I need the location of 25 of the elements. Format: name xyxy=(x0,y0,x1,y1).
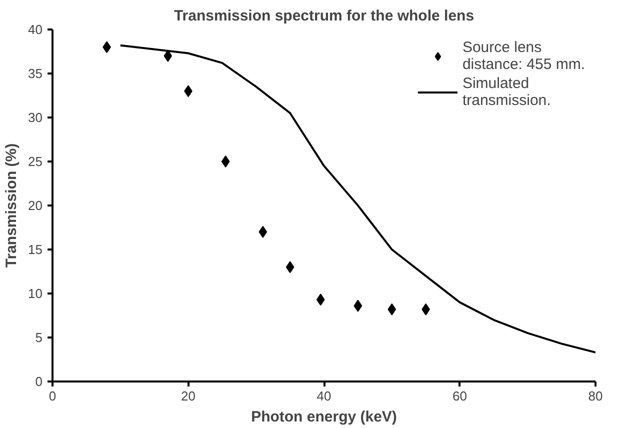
x-tick-label: 60 xyxy=(452,388,467,404)
point xyxy=(316,294,325,306)
y-tick-label: 40 xyxy=(28,22,43,37)
point xyxy=(388,303,396,316)
legend-label: Source lens distance: 455 mm. xyxy=(462,39,585,73)
y-tick-label: 5 xyxy=(35,330,43,345)
y-tick-label: 15 xyxy=(28,242,43,257)
y-tick-label: 30 xyxy=(28,110,43,125)
y-tick-label: 20 xyxy=(28,198,43,213)
x-axis-title: Photon energy (keV) xyxy=(251,408,397,426)
x-tick-label: 20 xyxy=(181,388,196,404)
chart-title: Transmission spectrum for the whole lens xyxy=(174,8,474,24)
point xyxy=(221,156,230,168)
x-tick-label: 0 xyxy=(48,388,56,404)
point xyxy=(258,226,268,238)
point xyxy=(286,261,294,274)
y-tick-label: 35 xyxy=(28,66,43,81)
y-tick-label: 0 xyxy=(35,374,43,389)
legend-label: Simulated transmission. xyxy=(462,75,551,109)
y-axis-title: Transmission (%) xyxy=(3,143,20,268)
y-tick-label: 25 xyxy=(28,154,43,169)
x-tick-label: 80 xyxy=(588,388,603,404)
point xyxy=(354,300,362,312)
y-tick-label: 10 xyxy=(28,286,43,301)
x-tick-label: 40 xyxy=(316,388,332,404)
